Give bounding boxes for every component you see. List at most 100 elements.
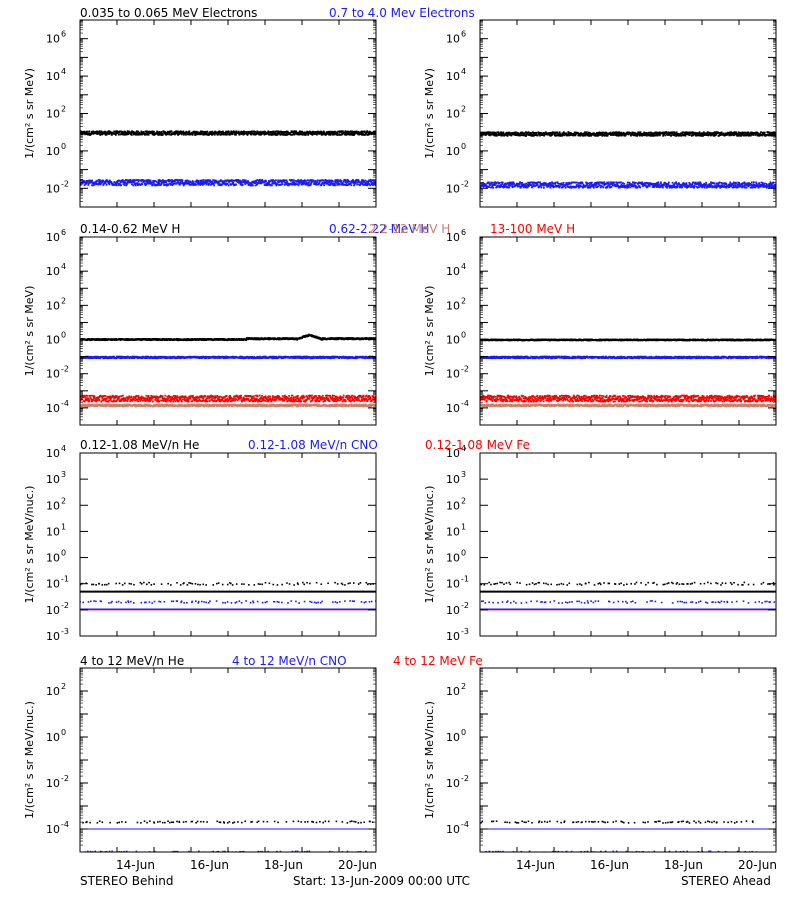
data-point <box>702 131 705 134</box>
data-point <box>340 180 343 182</box>
data-point <box>329 134 332 136</box>
data-point <box>233 184 235 187</box>
data-point <box>695 185 698 188</box>
data-point <box>567 186 570 188</box>
data-point <box>297 181 300 184</box>
data-point <box>83 180 86 183</box>
data-point <box>736 183 739 186</box>
data-point <box>549 186 552 189</box>
data-point <box>727 132 730 135</box>
data-point <box>618 132 621 135</box>
data-point <box>756 134 759 137</box>
data-point <box>85 356 87 359</box>
data-point <box>542 182 545 185</box>
data-point <box>267 338 270 341</box>
data-point <box>288 178 291 181</box>
data-point <box>645 134 648 137</box>
data-point <box>213 133 216 136</box>
data-point <box>731 133 733 135</box>
data-point <box>672 186 675 189</box>
data-point <box>558 186 561 189</box>
data-point <box>327 183 330 186</box>
data-point <box>714 134 717 137</box>
data-point <box>271 132 274 135</box>
data-point <box>495 186 498 189</box>
data-point <box>95 355 98 358</box>
data-point <box>170 183 173 186</box>
data-point <box>86 181 89 184</box>
data-point <box>671 181 674 184</box>
data-point <box>500 134 503 137</box>
data-point <box>561 186 564 189</box>
data-point <box>605 131 607 134</box>
data-point <box>528 183 531 186</box>
data-point <box>646 186 648 189</box>
data-point <box>340 130 343 133</box>
data-point <box>345 182 348 185</box>
data-point <box>258 133 260 136</box>
data-point <box>703 134 705 136</box>
data-point <box>319 132 322 135</box>
data-point <box>245 131 248 133</box>
data-point <box>745 186 748 189</box>
data-point <box>757 186 760 189</box>
data-point <box>712 132 715 134</box>
data-point <box>740 134 743 137</box>
data-point <box>130 134 133 136</box>
data-point <box>304 133 307 136</box>
data-point <box>353 134 356 136</box>
data-point <box>201 183 204 186</box>
data-point <box>737 183 740 186</box>
data-point <box>129 131 132 134</box>
data-point <box>200 132 203 134</box>
y-axis-label: 1/(cm² s sr MeV) <box>23 68 36 159</box>
data-point <box>676 186 679 189</box>
data-point <box>346 131 349 134</box>
data-point <box>192 132 195 135</box>
data-point <box>572 181 575 184</box>
data-point <box>500 131 503 134</box>
data-point <box>238 133 241 136</box>
data-point <box>760 131 762 134</box>
data-point <box>760 181 763 184</box>
data-point <box>150 181 153 184</box>
data-point <box>125 133 128 136</box>
data-point <box>510 181 513 184</box>
data-point <box>280 130 282 133</box>
data-point <box>293 132 296 135</box>
y-axis-label: 1/(cm² s sr MeV) <box>423 68 436 159</box>
data-point <box>741 186 743 189</box>
data-point <box>715 186 718 189</box>
data-point <box>626 181 629 184</box>
data-point <box>750 181 753 184</box>
data-point <box>323 184 326 187</box>
data-point <box>668 134 671 136</box>
data-point <box>558 131 561 134</box>
data-point <box>176 181 179 184</box>
data-point <box>534 134 536 137</box>
data-point <box>538 185 541 188</box>
data-point <box>681 183 684 186</box>
data-point <box>712 185 715 188</box>
data-point <box>618 131 621 134</box>
data-point <box>199 179 202 182</box>
data-point <box>278 131 281 134</box>
data-point <box>280 133 283 136</box>
data-point <box>320 183 323 186</box>
data-point <box>175 179 177 181</box>
data-point <box>167 179 170 181</box>
data-point <box>654 131 657 134</box>
data-point <box>527 181 529 184</box>
data-point <box>578 186 580 189</box>
data-point <box>482 185 485 188</box>
data-point <box>355 180 357 183</box>
data-point <box>80 179 83 182</box>
data-point <box>185 180 188 183</box>
data-point <box>211 180 214 183</box>
data-point <box>646 182 649 184</box>
data-point <box>634 186 637 189</box>
data-point <box>327 181 330 184</box>
data-point <box>616 182 619 185</box>
data-point <box>164 131 166 133</box>
data-point <box>210 132 212 135</box>
